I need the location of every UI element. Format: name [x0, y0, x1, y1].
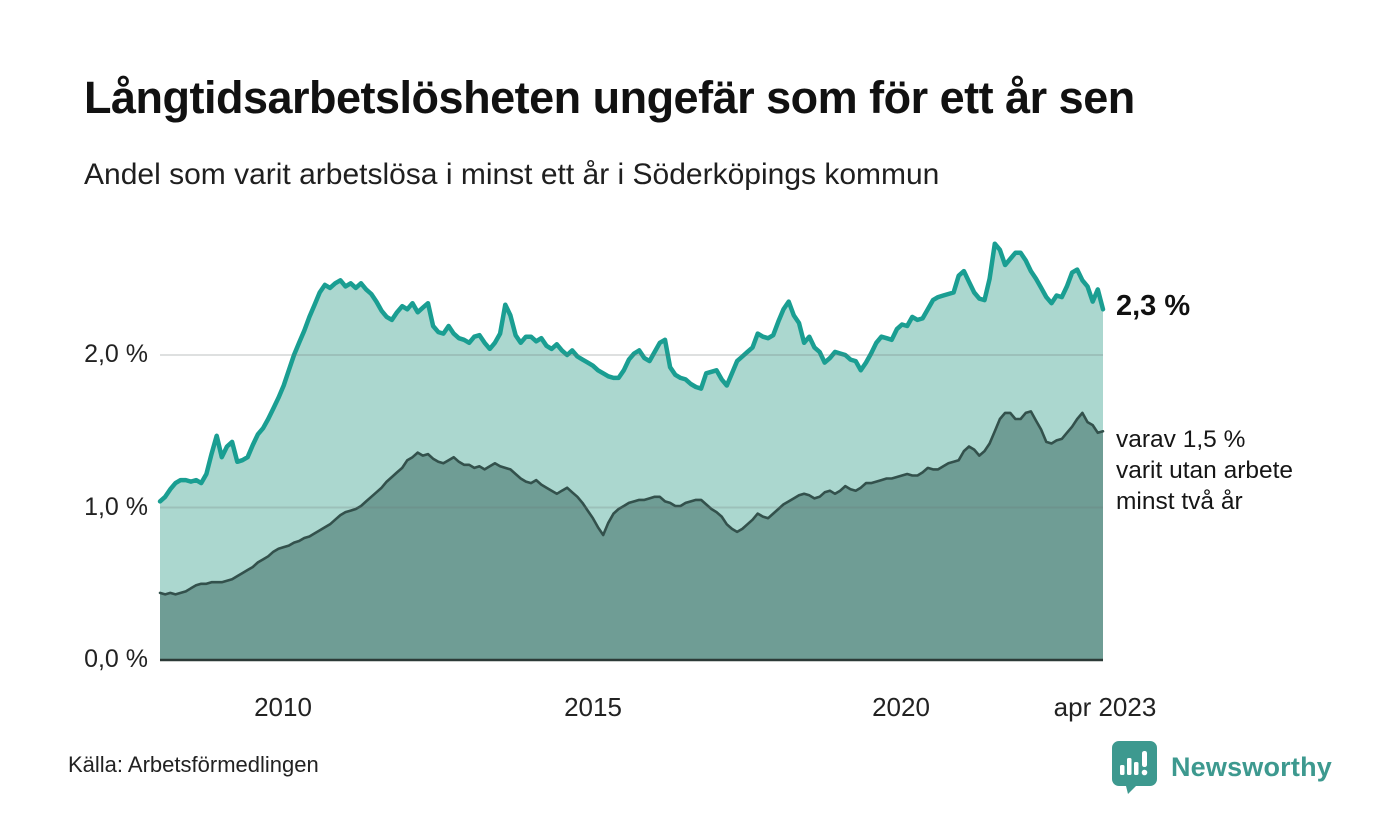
end-label-subset-line3: minst två år [1116, 488, 1243, 515]
y-tick-2: 2,0 % [84, 340, 148, 368]
line-total-series [157, 241, 1106, 504]
end-label-total: 2,3 % [1116, 290, 1191, 322]
brand-lockup: Newsworthy [1111, 740, 1332, 794]
end-label-subset: varav 1,5 % varit utan arbete minst två … [1116, 424, 1293, 517]
newsworthy-logo-icon [1111, 740, 1158, 794]
x-tick-2015: 2015 [564, 692, 622, 722]
end-label-subset-line1: varav 1,5 % [1116, 426, 1246, 453]
y-tick-1: 1,0 % [84, 493, 148, 521]
chart-title: Långtidsarbetslösheten ungefär som för e… [84, 72, 1135, 123]
x-tick-2020: 2020 [872, 692, 930, 722]
chart-subtitle: Andel som varit arbetslösa i minst ett å… [84, 158, 940, 191]
source-note: Källa: Arbetsförmedlingen [68, 752, 319, 777]
line-subset-series [158, 410, 1105, 596]
brand-name: Newsworthy [1170, 751, 1332, 782]
x-tick-2010: 2010 [254, 692, 312, 722]
end-label-subset-line2: varit utan arbete [1116, 457, 1294, 484]
x-tick-apr2023: apr 2023 [1053, 692, 1157, 722]
y-tick-0: 0,0 % [84, 645, 148, 673]
